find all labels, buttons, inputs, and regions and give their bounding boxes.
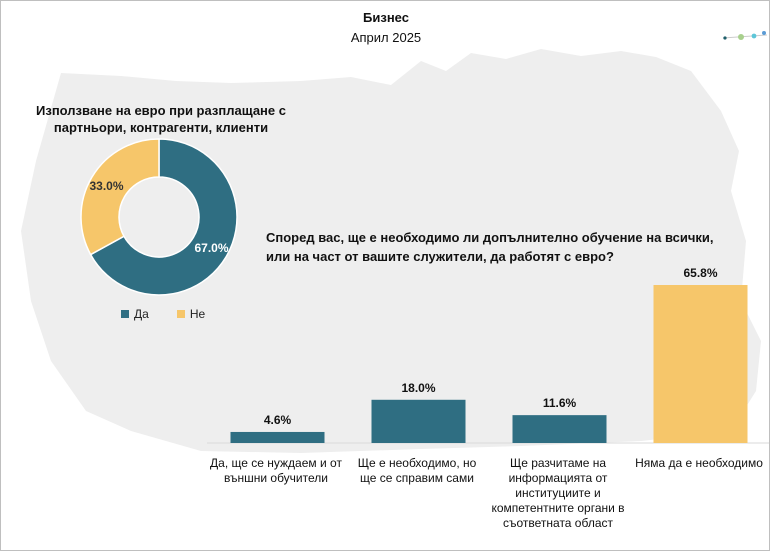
page-subtitle: Април 2025 — [350, 30, 422, 45]
decorative-dots — [722, 31, 768, 40]
bar-value-label: 18.0% — [401, 381, 435, 395]
legend-swatch-yes — [121, 310, 129, 318]
bar-value-label: 4.6% — [264, 413, 292, 427]
dots-line — [722, 34, 768, 39]
donut-legend: Да Не — [121, 307, 205, 321]
donut-value-label: 33.0% — [89, 179, 123, 193]
bar — [512, 415, 607, 443]
donut-value-label: 67.0% — [194, 241, 228, 255]
bar-value-label: 11.6% — [543, 396, 577, 410]
page-title: Бизнес — [363, 10, 409, 25]
bar-category-label: Да, ще се нуждаем и от външни обучители — [210, 456, 342, 485]
bar-chart-title: Според вас, ще е необходимо ли допълните… — [266, 230, 714, 264]
donut-chart-title: Използване на евро при разплащане с парт… — [36, 103, 286, 135]
legend-swatch-no — [176, 310, 185, 318]
donut-chart: 67.0% 33.0% — [80, 138, 238, 296]
dot-blue — [762, 31, 766, 35]
bar-category-label: Ще разчитаме на информацията от институц… — [491, 456, 625, 530]
bar-category-label: Няма да е необходимо — [635, 456, 763, 470]
bar — [653, 285, 748, 443]
legend-label-yes: Да — [134, 307, 149, 321]
bar — [230, 431, 325, 443]
bar — [371, 399, 466, 443]
dot-dark — [723, 36, 727, 40]
map-shape — [21, 49, 761, 453]
dot-cyan — [751, 33, 757, 39]
legend-label-no: Не — [189, 307, 206, 321]
donut-slice — [80, 138, 160, 256]
bar-category-label: Ще е необходимо, но ще се справим сами — [357, 456, 477, 485]
legend-item-no: Не — [176, 307, 206, 321]
legend-item-yes: Да — [121, 307, 149, 321]
dot-green — [738, 34, 744, 40]
donut-slice — [89, 138, 238, 296]
bar-value-label: 65.8% — [683, 266, 717, 280]
